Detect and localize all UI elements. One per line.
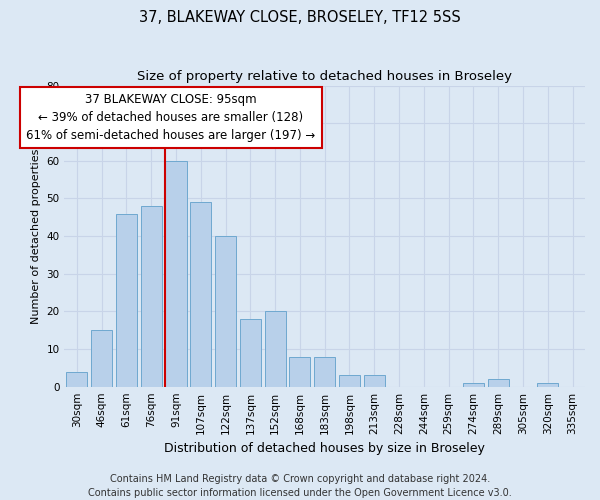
Bar xyxy=(289,356,310,386)
Bar xyxy=(463,383,484,386)
Bar xyxy=(339,376,360,386)
Bar xyxy=(140,206,162,386)
Bar xyxy=(215,236,236,386)
Text: Contains HM Land Registry data © Crown copyright and database right 2024.
Contai: Contains HM Land Registry data © Crown c… xyxy=(88,474,512,498)
Bar xyxy=(364,376,385,386)
Bar xyxy=(166,161,187,386)
Bar xyxy=(537,383,559,386)
Y-axis label: Number of detached properties: Number of detached properties xyxy=(31,148,41,324)
X-axis label: Distribution of detached houses by size in Broseley: Distribution of detached houses by size … xyxy=(164,442,485,455)
Text: 37, BLAKEWAY CLOSE, BROSELEY, TF12 5SS: 37, BLAKEWAY CLOSE, BROSELEY, TF12 5SS xyxy=(139,10,461,25)
Bar xyxy=(488,379,509,386)
Title: Size of property relative to detached houses in Broseley: Size of property relative to detached ho… xyxy=(137,70,512,83)
Bar xyxy=(66,372,88,386)
Text: 37 BLAKEWAY CLOSE: 95sqm
← 39% of detached houses are smaller (128)
61% of semi-: 37 BLAKEWAY CLOSE: 95sqm ← 39% of detach… xyxy=(26,93,316,142)
Bar xyxy=(116,214,137,386)
Bar xyxy=(91,330,112,386)
Bar xyxy=(265,312,286,386)
Bar xyxy=(240,319,261,386)
Bar xyxy=(190,202,211,386)
Bar xyxy=(314,356,335,386)
